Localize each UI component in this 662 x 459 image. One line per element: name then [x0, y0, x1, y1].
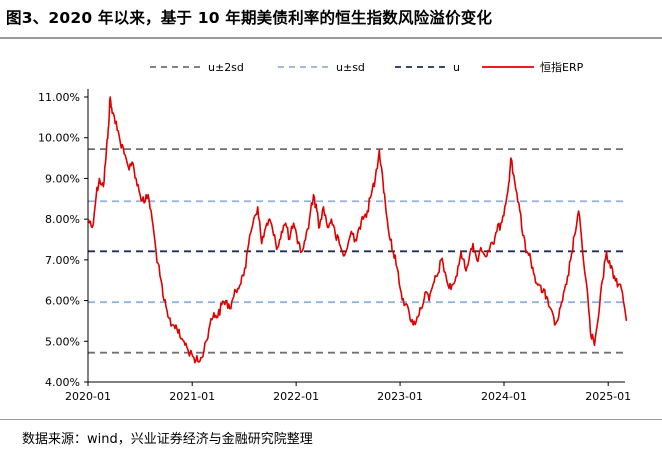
chart-legend: u±2sd u±sd u 恒指ERP	[150, 60, 584, 74]
chart-canvas: u±2sd u±sd u 恒指ERP 4.00% 5.00% 6.00% 7.00% 8.00…	[38, 60, 631, 403]
chart-title: 图3、2020 年以来，基于 10 年期美债利率的恒生指数风险溢价变化	[6, 9, 493, 27]
x-tick-label: 2022-01	[273, 390, 319, 403]
x-tick-label: 2021-01	[169, 390, 215, 403]
y-tick-label: 11.00%	[38, 91, 80, 104]
y-tick-label: 5.00%	[45, 335, 80, 348]
series-group	[87, 96, 628, 364]
erp-series-line	[87, 96, 628, 364]
chart-axes	[84, 89, 625, 386]
x-tick-label: 2020-01	[65, 390, 111, 403]
y-tick-label: 4.00%	[45, 376, 80, 389]
y-tick-label: 7.00%	[45, 254, 80, 267]
y-tick-label: 6.00%	[45, 295, 80, 308]
source-bar: 数据来源：wind，兴业证券经济与金融研究院整理	[0, 419, 662, 459]
x-tick-labels: 2020-01 2021-01 2022-01 2023-01 2024-01 2025-…	[65, 390, 631, 403]
legend-label: u±2sd	[208, 61, 244, 74]
y-tick-label: 9.00%	[45, 172, 80, 185]
y-tick-label: 8.00%	[45, 213, 80, 226]
y-tick-label: 10.00%	[38, 132, 80, 145]
x-tick-label: 2023-01	[377, 390, 423, 403]
y-tick-labels: 4.00% 5.00% 6.00% 7.00% 8.00% 9.00% 10.00% 11.0…	[38, 91, 80, 389]
reference-lines	[88, 148, 625, 354]
x-tick-label: 2025-01	[585, 390, 631, 403]
legend-label: 恒指ERP	[540, 60, 584, 74]
title-bar: 图3、2020 年以来，基于 10 年期美债利率的恒生指数风险溢价变化	[0, 0, 662, 39]
source-note: 数据来源：wind，兴业证券经济与金融研究院整理	[22, 432, 313, 447]
legend-label: u±sd	[336, 61, 365, 74]
x-tick-label: 2024-01	[481, 390, 527, 403]
legend-label: u	[453, 61, 460, 74]
